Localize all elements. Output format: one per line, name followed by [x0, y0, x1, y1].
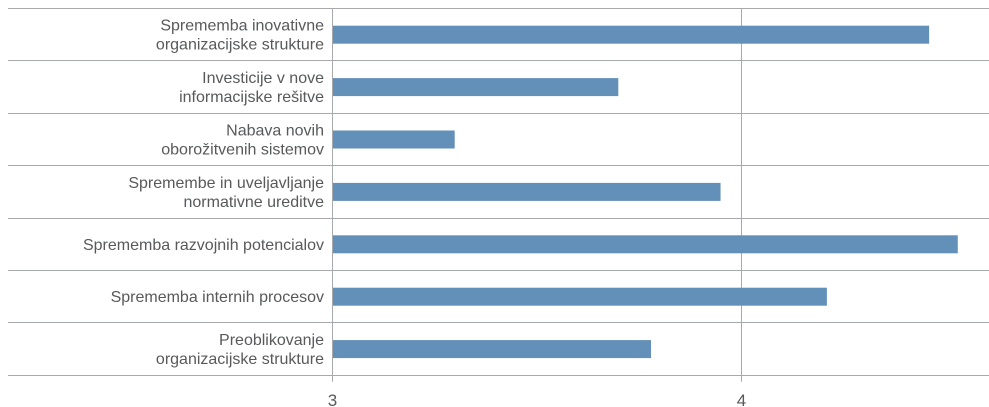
x-tick-label: 3: [328, 391, 337, 407]
category-label: oborožitvenih sistemov: [161, 142, 324, 159]
bar: [333, 182, 721, 201]
bar: [333, 130, 455, 149]
category-label: Preoblikovanje: [219, 332, 324, 349]
category-label: informacijske rešitve: [179, 89, 324, 106]
category-label: Investicije v nove: [202, 70, 324, 87]
bar-layer: [333, 25, 958, 359]
category-labels: Sprememba inovativne organizacijske struk…: [83, 18, 324, 368]
bar: [333, 340, 652, 359]
category-label: normativne ureditve: [183, 194, 324, 211]
bar: [333, 235, 958, 254]
bar: [333, 78, 619, 97]
grid-layer: [8, 8, 989, 382]
category-label: Nabava novih: [226, 123, 324, 140]
category-label: organizacijske strukture: [156, 351, 324, 368]
category-label: organizacijske strukture: [156, 37, 324, 54]
x-tick-label: 4: [737, 391, 746, 407]
category-label: Sprememba razvojnih potencialov: [83, 237, 324, 254]
category-label: Spremembe in uveljavljanje: [128, 175, 324, 192]
bar: [333, 287, 827, 306]
category-label: Sprememba internih procesov: [111, 289, 324, 306]
category-label: Sprememba inovativne: [160, 18, 324, 35]
bar: [333, 25, 930, 44]
